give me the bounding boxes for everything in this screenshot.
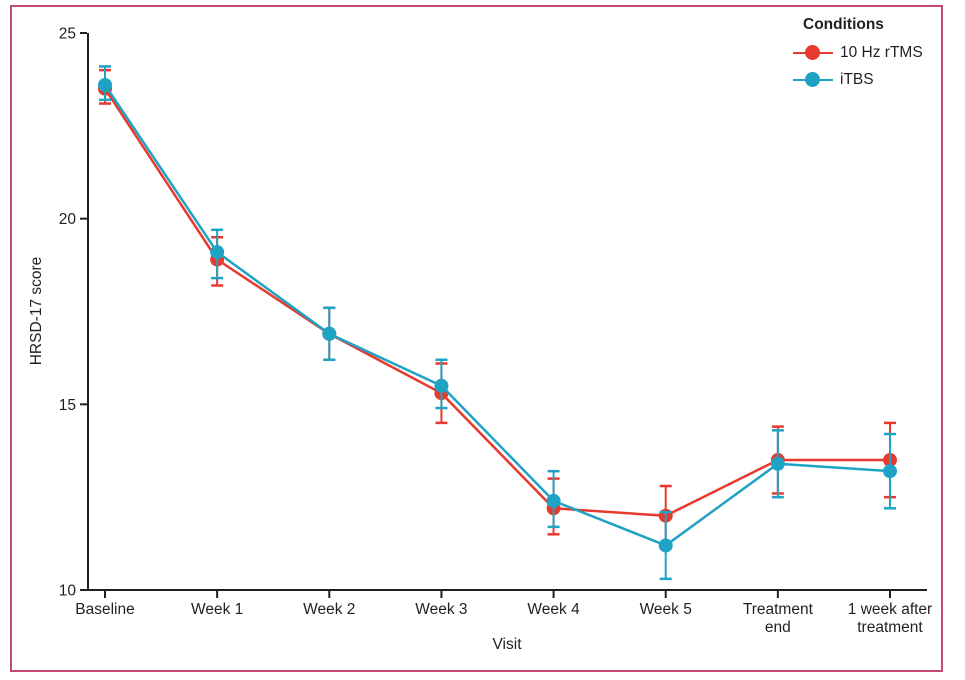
- x-tick-label: Treatment end: [743, 601, 814, 636]
- data-point: [434, 378, 449, 393]
- x-tick-label: Week 2: [303, 601, 355, 618]
- x-tick-label: Week 5: [640, 601, 692, 618]
- y-tick-label: 25: [59, 26, 76, 43]
- legend: Conditions 10 Hz rTMS iTBS: [793, 16, 923, 93]
- series-line-0: [103, 88, 890, 517]
- legend-marker-itbs: [793, 72, 833, 88]
- y-tick-label: 15: [59, 397, 76, 414]
- legend-dot-icon: [805, 72, 820, 87]
- legend-label-itbs: iTBS: [840, 70, 874, 88]
- legend-item-rtms: 10 Hz rTMS: [793, 39, 923, 66]
- data-point: [210, 245, 225, 260]
- data-point: [883, 464, 897, 479]
- legend-dot-icon: [805, 45, 820, 60]
- series-line-1: [103, 84, 891, 547]
- legend-label-rtms: 10 Hz rTMS: [840, 43, 923, 61]
- y-tick-label: 10: [59, 583, 77, 600]
- legend-item-itbs: iTBS: [793, 66, 923, 93]
- legend-title: Conditions: [803, 16, 884, 33]
- data-point: [546, 493, 561, 508]
- x-tick-label: Week 3: [415, 601, 467, 618]
- x-tick-label: 1 week after treatment: [848, 601, 932, 636]
- y-tick-label: 20: [59, 211, 77, 228]
- x-tick-label: Baseline: [75, 601, 134, 618]
- legend-marker-rtms: [793, 45, 833, 61]
- y-axis-title: HRSD-17 score: [28, 256, 45, 366]
- x-tick-label: Week 4: [527, 601, 580, 618]
- x-axis-title: Visit: [492, 636, 522, 653]
- data-point: [658, 538, 673, 553]
- data-point: [770, 456, 785, 471]
- data-point: [322, 326, 337, 341]
- axes: [87, 33, 927, 591]
- data-point: [98, 77, 112, 92]
- x-tick-label: Week 1: [191, 601, 243, 618]
